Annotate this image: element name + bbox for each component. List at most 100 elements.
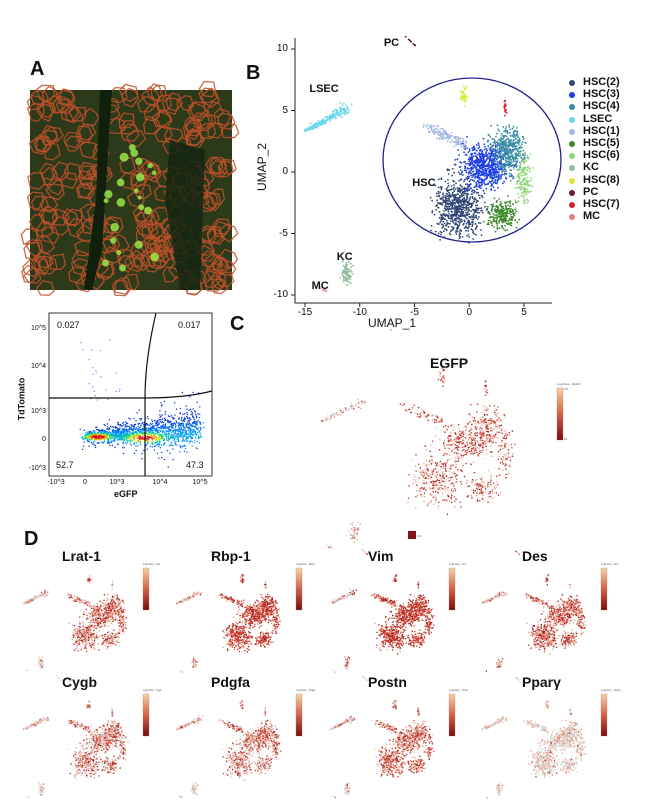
hepatocyte-outline: [209, 156, 228, 175]
hepatocyte-outline: [28, 214, 46, 232]
flow-event: [111, 426, 114, 428]
hepatocyte-outline: [205, 156, 224, 175]
flow-event: [82, 445, 85, 447]
panel-label-a: A: [30, 58, 45, 80]
hepatocyte-outline: [71, 249, 92, 269]
flow-event: [145, 424, 147, 426]
hepatocyte-outline: [204, 191, 222, 212]
hepatocyte-outline: [76, 223, 95, 243]
hepatocyte-outline: [23, 241, 41, 261]
hepatocyte-outline: [133, 253, 151, 272]
hepatocyte-outline: [210, 271, 227, 290]
hepatocyte-outline: [111, 279, 130, 297]
egfp-positive-cell: [144, 206, 152, 215]
egfp-positive-cell: [116, 198, 126, 207]
hepatocyte-outline: [154, 124, 173, 143]
hepatocyte-outline: [118, 112, 135, 129]
hepatocyte-outline: [184, 117, 203, 133]
hepatocyte-outline: [34, 251, 54, 269]
egfp-positive-cell: [138, 204, 145, 211]
hepatocyte-outline: [162, 266, 181, 283]
flow-event: [191, 441, 193, 443]
flow-event: [113, 426, 115, 429]
hepatocyte-outline: [39, 162, 57, 181]
hepatocyte-outline: [119, 83, 139, 102]
egfp-positive-cell: [133, 188, 139, 194]
hepatocyte-outline: [198, 123, 217, 140]
egfp-positive-cell: [103, 198, 109, 204]
flow-event: [174, 426, 176, 428]
hepatocyte-outline: [161, 97, 179, 115]
flow-event: [138, 428, 140, 431]
egfp-positive-cell: [101, 259, 110, 267]
hepatocyte-outline: [209, 188, 226, 205]
hepatocyte-outline: [212, 218, 232, 235]
egfp-positive-cell: [119, 264, 126, 272]
hepatocyte-outline: [143, 115, 162, 135]
hepatocyte-outline: [64, 208, 83, 227]
hepatocyte-outline: [149, 239, 168, 258]
flow-event: [94, 446, 97, 449]
flow-event: [199, 406, 201, 408]
hepatocyte-outline: [36, 220, 54, 237]
flow-event: [153, 442, 155, 445]
hepatocyte-outline: [55, 98, 75, 115]
egfp-positive-cell: [104, 190, 113, 199]
hepatocyte-outline: [63, 131, 81, 149]
flow-event: [163, 444, 165, 446]
flow-event: [197, 413, 199, 415]
hepatocyte-outline: [51, 208, 70, 226]
hepatocyte-outline: [165, 92, 183, 112]
flow-event: [188, 436, 190, 438]
flow-event: [126, 441, 129, 444]
hepatocyte-outline: [54, 88, 76, 105]
egfp-positive-cell: [110, 237, 117, 244]
flow-event: [197, 437, 200, 440]
hepatocyte-outline: [177, 95, 195, 112]
hepatocyte-outline: [206, 101, 224, 118]
flow-event: [169, 452, 171, 454]
egfp-positive-cell: [136, 173, 145, 182]
egfp-positive-cell: [110, 223, 119, 232]
hepatocyte-outline: [35, 135, 53, 153]
flow-event: [184, 448, 187, 450]
flow-event: [151, 440, 153, 443]
hepatocyte-outline: [147, 222, 165, 240]
hepatocyte-outline: [220, 122, 240, 139]
egfp-positive-cell: [135, 157, 143, 165]
hepatocyte-outline: [68, 106, 87, 122]
hepatocyte-outline: [81, 107, 100, 127]
hepatocyte-outline: [59, 171, 78, 189]
hepatocyte-outline: [35, 84, 55, 103]
egfp-positive-cell: [116, 250, 122, 256]
hepatocyte-outline: [45, 183, 65, 201]
flow-event: [153, 437, 156, 440]
flow-event: [135, 445, 137, 447]
hepatocyte-outline: [128, 249, 146, 268]
hepatocyte-outline: [141, 223, 159, 239]
hepatocyte-outline: [39, 196, 59, 213]
hepatocyte-outline: [26, 94, 45, 111]
flow-event: [161, 414, 163, 416]
hepatocyte-outline: [122, 273, 140, 291]
flow-event: [119, 423, 122, 426]
panel-label-d: D: [24, 528, 39, 550]
flow-event: [172, 458, 174, 461]
panel-label-c: C: [230, 313, 245, 335]
flow-event: [184, 412, 186, 415]
hepatocyte-outline: [79, 203, 100, 222]
hepatocyte-outline: [141, 160, 160, 179]
hepatocyte-outline: [23, 267, 42, 284]
egfp-positive-cell: [151, 170, 157, 176]
hepatocyte-outline: [104, 215, 124, 234]
hepatocyte-outline: [143, 234, 162, 253]
dark-region: [165, 140, 205, 290]
hepatocyte-outline: [78, 170, 94, 188]
hepatocyte-outline: [125, 129, 147, 148]
hepatocyte-outline: [27, 172, 47, 191]
hepatocyte-outline: [188, 101, 206, 118]
hepatocyte-outline: [41, 124, 58, 142]
egfp-positive-cell: [119, 152, 129, 162]
